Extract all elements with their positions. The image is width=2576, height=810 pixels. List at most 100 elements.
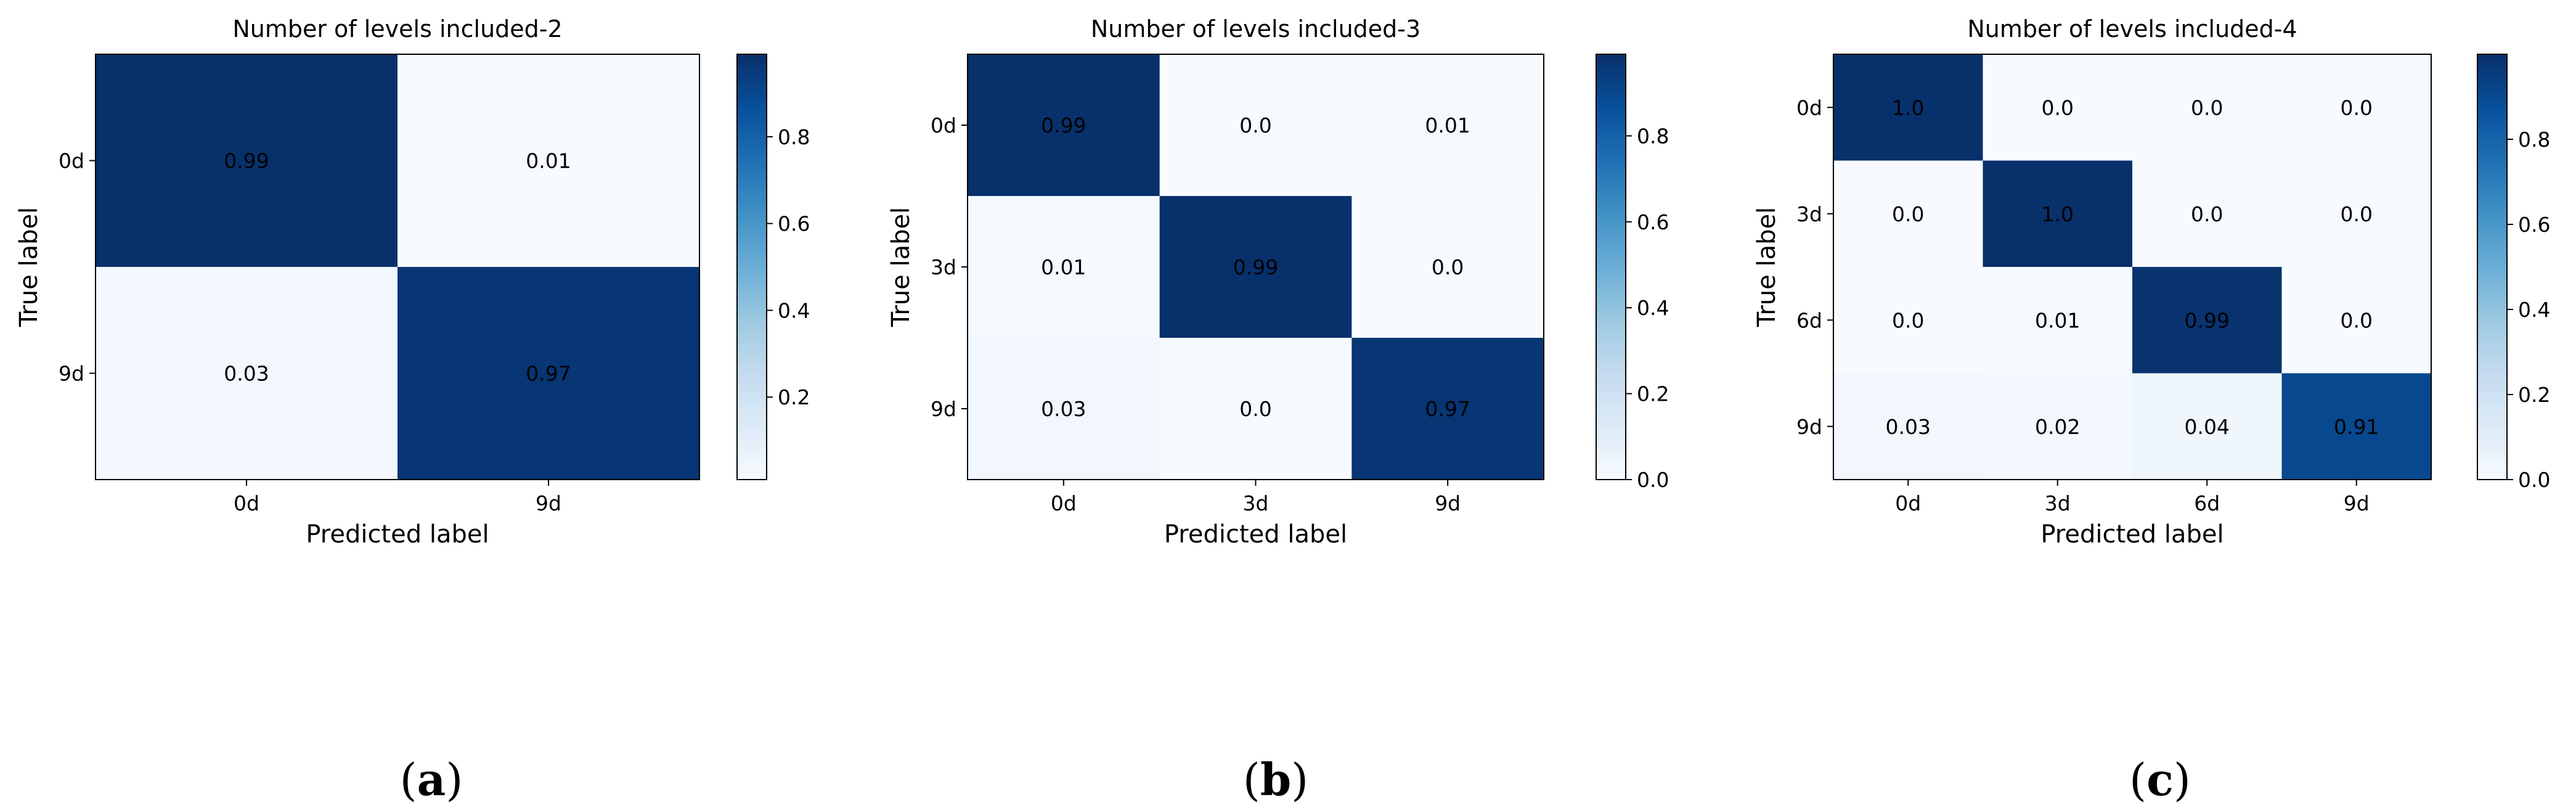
colorbar-segment bbox=[737, 302, 767, 306]
heatmap-cells: 0.99 0.01 0.03 0.97 bbox=[96, 54, 700, 480]
colorbar-segment bbox=[2477, 284, 2507, 289]
colorbar-tick-label: 0.8 bbox=[778, 125, 810, 149]
colorbar-segment bbox=[737, 178, 767, 182]
colorbar-segment bbox=[737, 430, 767, 434]
panel-label-open: ( bbox=[1243, 754, 1260, 806]
colorbar-segment bbox=[2477, 153, 2507, 158]
colorbar-segment bbox=[737, 395, 767, 399]
cell-value-label: 0.0 bbox=[2191, 96, 2223, 120]
colorbar-segment bbox=[1596, 118, 1626, 122]
colorbar-segment bbox=[737, 61, 767, 65]
colorbar-segment bbox=[1596, 415, 1626, 420]
colorbar-segment bbox=[1596, 192, 1626, 197]
colorbar-segment bbox=[2477, 338, 2507, 342]
colorbar-segment bbox=[2477, 93, 2507, 97]
y-tick-label: 9d bbox=[59, 362, 84, 386]
panel-label-open: ( bbox=[2129, 754, 2146, 806]
colorbar-segment bbox=[2477, 401, 2507, 406]
colorbar: 0.0 0.2 0.4 0.6 0.8 bbox=[1596, 54, 1669, 492]
colorbar-segment bbox=[737, 104, 767, 108]
colorbar-tick-label: 0.4 bbox=[778, 298, 810, 322]
heatmap-cell bbox=[2281, 373, 2432, 480]
colorbar-segment bbox=[2477, 468, 2507, 473]
colorbar-segment bbox=[2477, 377, 2507, 381]
cell-value-label: 0.97 bbox=[1425, 397, 1470, 421]
colorbar-segment bbox=[737, 454, 767, 459]
colorbar-segment bbox=[1596, 341, 1626, 346]
colorbar-segment bbox=[1596, 65, 1626, 69]
colorbar-segment bbox=[1596, 281, 1626, 285]
colorbar-segment bbox=[1596, 97, 1626, 101]
heatmap-cell bbox=[968, 54, 1160, 197]
colorbar-segment bbox=[2477, 430, 2507, 434]
panel-label-close: ) bbox=[2174, 754, 2191, 806]
cell-value-label: 0.01 bbox=[1425, 113, 1470, 137]
colorbar-segment bbox=[1596, 348, 1626, 353]
heatmap-cells: 0.99 0.0 0.01 0.01 0.99 0.0 0.03 0.0 0.97 bbox=[968, 54, 1544, 480]
colorbar-segment bbox=[2477, 125, 2507, 129]
cell-value-label: 0.0 bbox=[2191, 202, 2223, 226]
colorbar-segment bbox=[2477, 472, 2507, 477]
colorbar-segment bbox=[737, 405, 767, 409]
x-tick-label: 3d bbox=[1243, 491, 1269, 515]
colorbar-segment bbox=[2477, 160, 2507, 165]
cell-value-label: 0.0 bbox=[1239, 113, 1271, 137]
colorbar-segment bbox=[2477, 391, 2507, 395]
colorbar-segment bbox=[1596, 298, 1626, 303]
colorbar-segment bbox=[2477, 412, 2507, 417]
colorbar-segment bbox=[1596, 125, 1626, 129]
colorbar-segment bbox=[737, 324, 767, 328]
colorbar-segment bbox=[2477, 164, 2507, 168]
colorbar-segment bbox=[737, 476, 767, 480]
colorbar-segment bbox=[2477, 72, 2507, 76]
colorbar-segment bbox=[737, 253, 767, 257]
cell-value-label: 0.99 bbox=[1041, 113, 1086, 137]
colorbar-segment bbox=[737, 182, 767, 186]
colorbar-segment bbox=[737, 86, 767, 91]
colorbar-segment bbox=[737, 472, 767, 477]
colorbar-segment bbox=[2477, 57, 2507, 62]
panel-label-open: ( bbox=[400, 754, 417, 806]
colorbar-segment bbox=[737, 298, 767, 303]
colorbar-segment bbox=[1596, 245, 1626, 250]
colorbar-segment bbox=[1596, 199, 1626, 204]
x-axis-label: Predicted label bbox=[2040, 520, 2223, 549]
colorbar-segment bbox=[737, 468, 767, 473]
colorbar-segment bbox=[2477, 121, 2507, 126]
colorbar-segment bbox=[737, 199, 767, 204]
colorbar-segment bbox=[2477, 174, 2507, 179]
cell-value-label: 0.0 bbox=[1892, 202, 1924, 226]
colorbar-segment bbox=[737, 362, 767, 367]
colorbar-segment bbox=[737, 330, 767, 335]
colorbar-segment bbox=[737, 355, 767, 360]
colorbar-tick-label: 0.0 bbox=[1637, 468, 1669, 492]
colorbar-segment bbox=[1596, 288, 1626, 292]
panel-b: Number of levels included-30.99 0.0 0.010.… bbox=[887, 15, 1669, 806]
colorbar-segment bbox=[737, 423, 767, 427]
colorbar-segment bbox=[1596, 100, 1626, 105]
heatmap-cell bbox=[1833, 267, 1983, 374]
colorbar-segment bbox=[2477, 68, 2507, 73]
colorbar-segment bbox=[737, 245, 767, 250]
colorbar-segment bbox=[2477, 114, 2507, 119]
colorbar-segment bbox=[737, 83, 767, 87]
colorbar-segment bbox=[1596, 249, 1626, 253]
x-axis-label: Predicted label bbox=[1164, 520, 1347, 549]
heatmap-cell bbox=[1833, 54, 1983, 161]
colorbar-segment bbox=[1596, 405, 1626, 409]
colorbar-segment bbox=[2477, 330, 2507, 335]
colorbar-segment bbox=[737, 168, 767, 172]
colorbar-segment bbox=[737, 306, 767, 310]
colorbar-segment bbox=[1596, 369, 1626, 374]
colorbar-segment bbox=[1596, 79, 1626, 83]
colorbar-segment bbox=[2477, 398, 2507, 403]
colorbar-segment bbox=[2477, 207, 2507, 211]
colorbar-segment bbox=[2477, 136, 2507, 140]
colorbar-segment bbox=[2477, 345, 2507, 349]
colorbar-segment bbox=[737, 274, 767, 278]
colorbar-segment bbox=[1596, 132, 1626, 136]
colorbar-segment bbox=[2477, 437, 2507, 441]
y-tick-label: 0d bbox=[931, 113, 956, 137]
cell-value-label: 0.99 bbox=[2185, 308, 2230, 332]
heatmap-cell bbox=[1351, 54, 1544, 197]
